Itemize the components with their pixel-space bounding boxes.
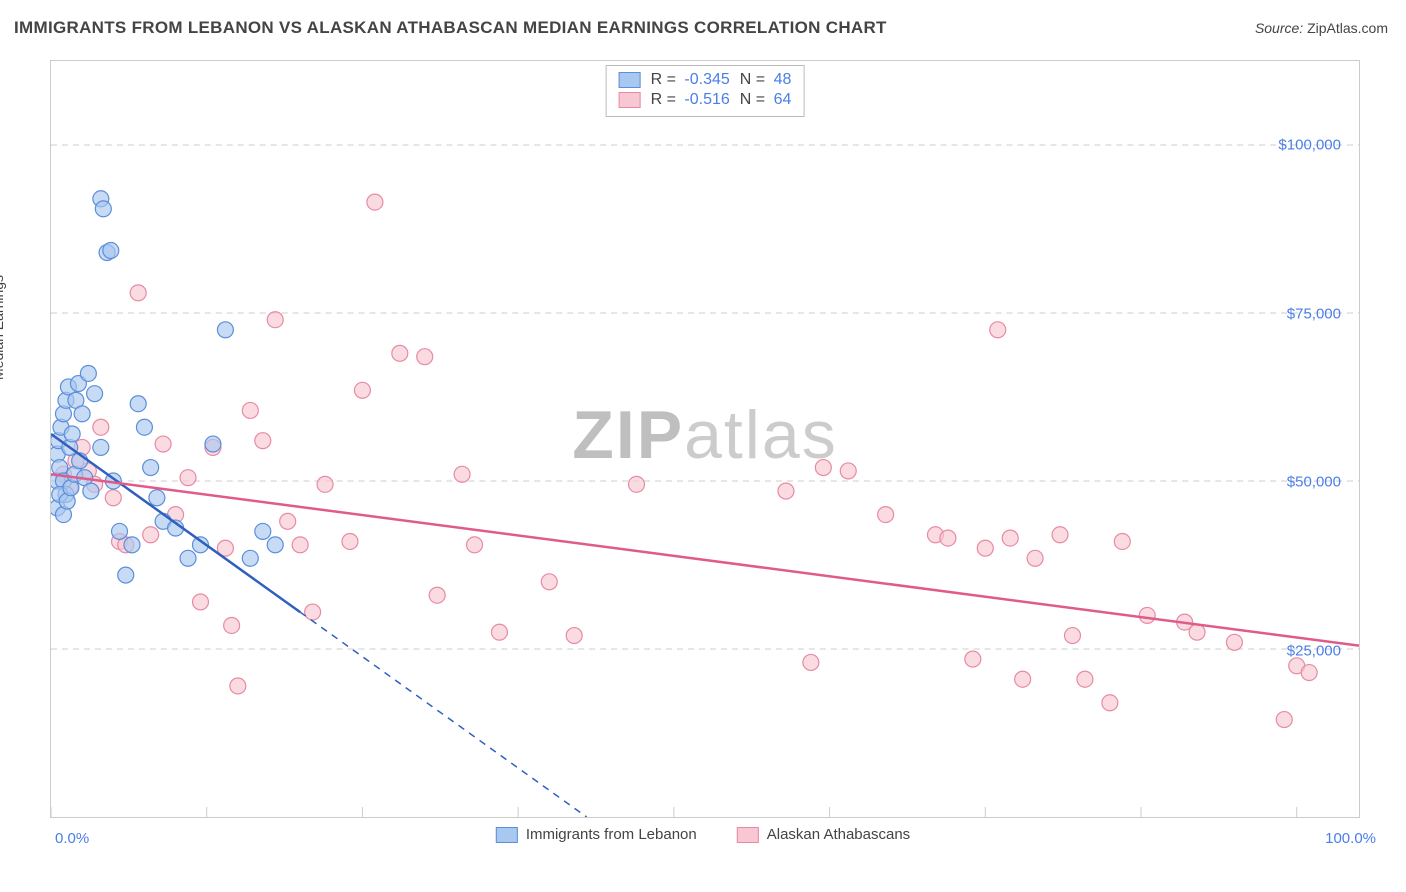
swatch-athabascan: [619, 92, 641, 108]
x-tick-100: 100.0%: [1325, 830, 1376, 847]
source-label: Source:: [1255, 20, 1303, 36]
legend-stats-row-athabascan: R = -0.516 N = 64: [619, 90, 792, 110]
y-tick-100000: $100,000: [1278, 137, 1341, 154]
legend-item-athabascan: Alaskan Athabascans: [737, 826, 910, 843]
y-axis-label: Median Earnings: [0, 275, 6, 380]
legend-stats-row-lebanon: R = -0.345 N = 48: [619, 70, 792, 90]
chart-title: IMMIGRANTS FROM LEBANON VS ALASKAN ATHAB…: [14, 18, 887, 38]
legend-item-lebanon: Immigrants from Lebanon: [496, 826, 697, 843]
legend-series: Immigrants from Lebanon Alaskan Athabasc…: [496, 826, 910, 843]
swatch-lebanon: [619, 72, 641, 88]
legend-stats: R = -0.345 N = 48 R = -0.516 N = 64: [606, 65, 805, 117]
chart-area: ZIPatlas R = -0.345 N = 48 R = -0.516 N …: [50, 60, 1360, 818]
x-tick-0: 0.0%: [55, 830, 89, 847]
n-lebanon: 48: [774, 71, 792, 88]
r-lebanon: -0.345: [684, 71, 729, 88]
legend-label-lebanon: Immigrants from Lebanon: [526, 826, 697, 843]
y-tick-75000: $75,000: [1287, 305, 1341, 322]
r-athabascan: -0.516: [684, 91, 729, 108]
n-athabascan: 64: [774, 91, 792, 108]
swatch-athabascan-icon: [737, 827, 759, 843]
swatch-lebanon-icon: [496, 827, 518, 843]
plot-svg: [51, 61, 1359, 817]
y-tick-50000: $50,000: [1287, 474, 1341, 491]
source-name: ZipAtlas.com: [1307, 20, 1388, 36]
legend-label-athabascan: Alaskan Athabascans: [767, 826, 910, 843]
source-credit: Source: ZipAtlas.com: [1255, 20, 1388, 36]
y-tick-25000: $25,000: [1287, 642, 1341, 659]
